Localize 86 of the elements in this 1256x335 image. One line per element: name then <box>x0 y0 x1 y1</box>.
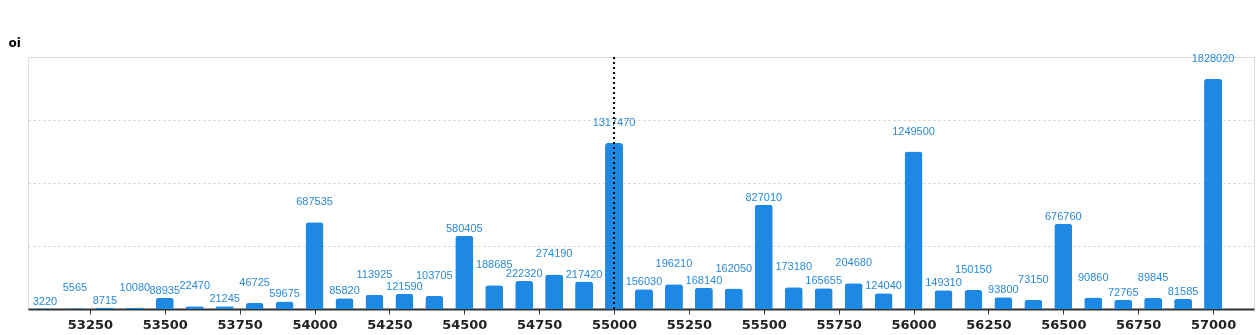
data-label: 676760 <box>1044 209 1082 222</box>
data-label: 10080 <box>119 280 151 293</box>
data-label: 124040 <box>865 279 902 292</box>
data-label: 196210 <box>655 257 693 270</box>
data-label: 22470 <box>179 279 211 292</box>
bar <box>694 287 713 309</box>
bar <box>754 204 773 309</box>
bar <box>455 235 474 309</box>
bar <box>904 151 923 309</box>
data-label: 1828020 <box>1191 51 1235 64</box>
bar <box>605 143 624 309</box>
data-label: 103705 <box>415 268 453 281</box>
bar <box>425 295 444 309</box>
bar <box>1024 299 1043 309</box>
data-label: 1317470 <box>592 116 636 128</box>
data-label: 5565 <box>62 281 88 294</box>
bar <box>365 294 384 309</box>
bar <box>395 293 414 309</box>
data-label: 85820 <box>329 284 360 297</box>
data-label: 274190 <box>535 247 573 260</box>
x-tick-label: 55500 <box>741 316 787 332</box>
data-label: 88935 <box>149 283 181 296</box>
data-label: 1249500 <box>892 124 935 137</box>
bar <box>1114 299 1133 309</box>
data-label: 204680 <box>835 256 873 269</box>
bar <box>724 288 743 309</box>
data-label: 150150 <box>955 263 992 276</box>
bar <box>784 287 803 309</box>
data-label: 162050 <box>715 261 753 274</box>
x-tick-label: 55750 <box>816 316 862 332</box>
data-label: 156030 <box>625 275 663 288</box>
bar <box>485 285 504 309</box>
data-label: 165655 <box>805 274 843 287</box>
data-label: 173180 <box>775 260 813 273</box>
bar <box>515 280 534 309</box>
x-tick-label: 55250 <box>666 316 713 332</box>
x-tick-label: 53750 <box>217 316 263 332</box>
x-tick-label: 55000 <box>591 316 638 332</box>
bar <box>1084 297 1103 309</box>
data-label: 188685 <box>475 258 513 271</box>
bar <box>1054 223 1073 309</box>
bar <box>305 222 324 309</box>
bar <box>1144 297 1163 309</box>
x-tick-label: 54500 <box>442 316 488 332</box>
data-label: 687535 <box>296 195 333 208</box>
bar <box>664 284 683 309</box>
x-tick-label: 53250 <box>67 316 114 332</box>
x-tick-label: 56000 <box>891 316 937 332</box>
data-label: 827010 <box>745 190 783 203</box>
bar <box>575 281 594 309</box>
x-tick-label: 54000 <box>292 316 338 332</box>
data-label: 580405 <box>445 221 483 234</box>
data-label: 89845 <box>1137 270 1169 283</box>
x-tick-label: 56250 <box>966 316 1012 332</box>
data-label: 3220 <box>32 294 58 307</box>
data-label: 217420 <box>565 267 603 280</box>
bar <box>545 274 564 309</box>
data-label: 8715 <box>92 293 118 306</box>
x-tick-label: 54250 <box>367 316 413 332</box>
bar <box>635 289 653 309</box>
data-label: 90860 <box>1077 270 1109 283</box>
bar <box>1204 78 1223 309</box>
data-label: 113925 <box>356 267 393 280</box>
data-label: 59675 <box>269 287 300 300</box>
data-label: 168140 <box>685 273 723 286</box>
data-label: 149310 <box>925 276 962 289</box>
data-label: 21245 <box>209 292 240 305</box>
x-tick-label: 56500 <box>1041 316 1087 332</box>
data-label: 81585 <box>1167 284 1199 297</box>
bar <box>814 288 833 309</box>
data-label: 72765 <box>1107 285 1139 298</box>
data-label: 73150 <box>1018 272 1049 285</box>
x-tick-label: 53500 <box>142 316 188 332</box>
data-label: 46725 <box>239 276 270 289</box>
bar <box>874 293 893 309</box>
y-axis-title: oi <box>8 35 21 50</box>
data-label: 93800 <box>988 283 1019 296</box>
data-label: 121590 <box>386 279 423 292</box>
bar <box>934 290 953 309</box>
bar <box>844 283 863 309</box>
x-tick-label: 54750 <box>517 316 563 332</box>
bar <box>964 290 983 309</box>
bar <box>245 303 264 309</box>
x-tick-label: 57000 <box>1190 316 1237 332</box>
bar <box>155 297 174 309</box>
x-tick-label: 56750 <box>1116 316 1162 332</box>
